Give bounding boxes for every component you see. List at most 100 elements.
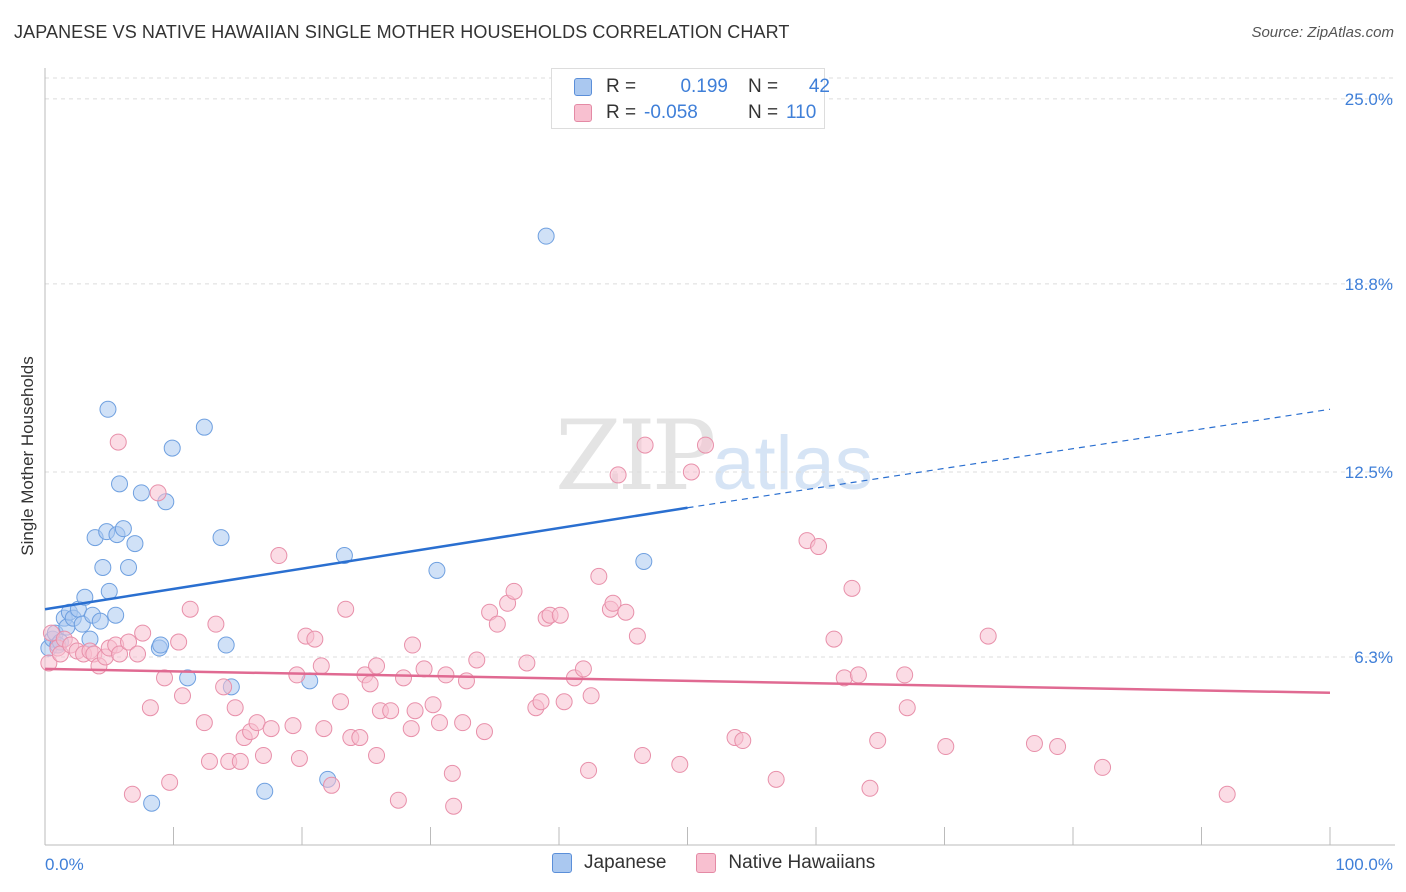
legend-swatch-japanese xyxy=(552,853,572,873)
data-point xyxy=(582,687,600,705)
data-point xyxy=(368,746,386,764)
legend-label-japanese: Japanese xyxy=(584,852,667,873)
series-legend: Japanese Native Hawaiians xyxy=(552,852,905,874)
data-point xyxy=(898,699,916,717)
watermark-atlas: atlas xyxy=(712,421,873,506)
data-point xyxy=(195,714,213,732)
data-point xyxy=(120,633,138,651)
data-point xyxy=(332,693,350,711)
data-point xyxy=(604,594,622,612)
data-point xyxy=(445,797,463,815)
data-point xyxy=(315,720,333,738)
legend-r-value: -0.058 xyxy=(644,102,698,123)
series-native-hawaiians xyxy=(40,433,1236,815)
data-point xyxy=(217,636,235,654)
data-point xyxy=(207,615,225,633)
data-point xyxy=(111,475,129,493)
data-point xyxy=(91,612,109,630)
data-point xyxy=(636,436,654,454)
data-point xyxy=(254,746,272,764)
data-point xyxy=(1025,735,1043,753)
data-point xyxy=(617,603,635,621)
data-point xyxy=(351,729,369,747)
trend-line-japanese xyxy=(44,506,688,611)
data-point xyxy=(123,785,141,803)
data-point xyxy=(937,738,955,756)
data-point xyxy=(635,552,653,570)
data-point xyxy=(248,714,266,732)
data-point xyxy=(1094,758,1112,776)
data-point xyxy=(430,714,448,732)
data-point xyxy=(767,770,785,788)
x-tick-label: 0.0% xyxy=(45,855,84,874)
data-point xyxy=(457,672,475,690)
data-point xyxy=(109,433,127,451)
correlation-legend: R = 0.199 N = 42 R = -0.058 N = 110 xyxy=(551,68,830,129)
data-point xyxy=(120,558,138,576)
data-point xyxy=(454,714,472,732)
data-point xyxy=(129,645,147,663)
y-axis-label: Single Mother Households xyxy=(18,356,37,556)
legend-row-native-hawaiians: R = -0.058 N = 110 xyxy=(574,102,826,124)
data-point xyxy=(518,654,536,672)
data-point xyxy=(869,732,887,750)
data-point xyxy=(671,755,689,773)
legend-r-value: 0.199 xyxy=(680,76,728,97)
data-point xyxy=(825,630,843,648)
data-point xyxy=(215,678,233,696)
legend-swatch-native-hawaiians xyxy=(696,853,717,873)
data-point xyxy=(99,400,117,418)
data-point xyxy=(532,693,550,711)
zipatlas-watermark: ZIPatlas xyxy=(555,400,873,512)
data-point xyxy=(200,752,218,770)
data-point xyxy=(979,627,997,645)
data-point xyxy=(212,529,230,547)
data-point xyxy=(107,606,125,624)
data-point xyxy=(475,723,493,741)
data-point xyxy=(580,761,598,779)
series-japanese xyxy=(40,227,653,812)
data-point xyxy=(163,439,181,457)
x-tick-label: 100.0% xyxy=(1335,855,1393,874)
legend-r-label: R = xyxy=(606,76,637,97)
data-point xyxy=(262,720,280,738)
data-point xyxy=(382,702,400,720)
legend-item-japanese[interactable]: Japanese xyxy=(552,852,666,874)
legend-item-native-hawaiians[interactable]: Native Hawaiians xyxy=(696,852,875,874)
data-point xyxy=(428,561,446,579)
data-point xyxy=(628,627,646,645)
trend-line-native-hawaiians xyxy=(44,667,1331,695)
data-point xyxy=(114,520,132,538)
data-point xyxy=(468,651,486,669)
trend-extension-japanese xyxy=(687,408,1331,509)
data-point xyxy=(143,794,161,812)
data-point xyxy=(424,696,442,714)
data-point xyxy=(555,693,573,711)
data-point xyxy=(402,720,420,738)
data-point xyxy=(395,669,413,687)
data-point xyxy=(734,732,752,750)
data-point xyxy=(111,645,129,663)
y-tick-label: 25.0% xyxy=(1345,90,1393,109)
legend-swatch-native-hawaiians xyxy=(574,104,592,122)
data-point xyxy=(231,752,249,770)
data-point xyxy=(226,699,244,717)
y-tick-label: 18.8% xyxy=(1345,275,1393,294)
data-point xyxy=(323,776,341,794)
data-point xyxy=(94,558,112,576)
data-point xyxy=(270,547,288,565)
data-point xyxy=(810,538,828,556)
data-point xyxy=(284,717,302,735)
data-point xyxy=(896,666,914,684)
data-point xyxy=(256,782,274,800)
data-point xyxy=(415,660,433,678)
data-point xyxy=(537,227,555,245)
watermark-zip: ZIP xyxy=(555,400,716,512)
data-point xyxy=(337,600,355,618)
data-point xyxy=(849,666,867,684)
data-point xyxy=(335,547,353,565)
data-point xyxy=(404,636,422,654)
data-point xyxy=(1218,785,1236,803)
data-point xyxy=(152,636,170,654)
data-point xyxy=(437,666,455,684)
